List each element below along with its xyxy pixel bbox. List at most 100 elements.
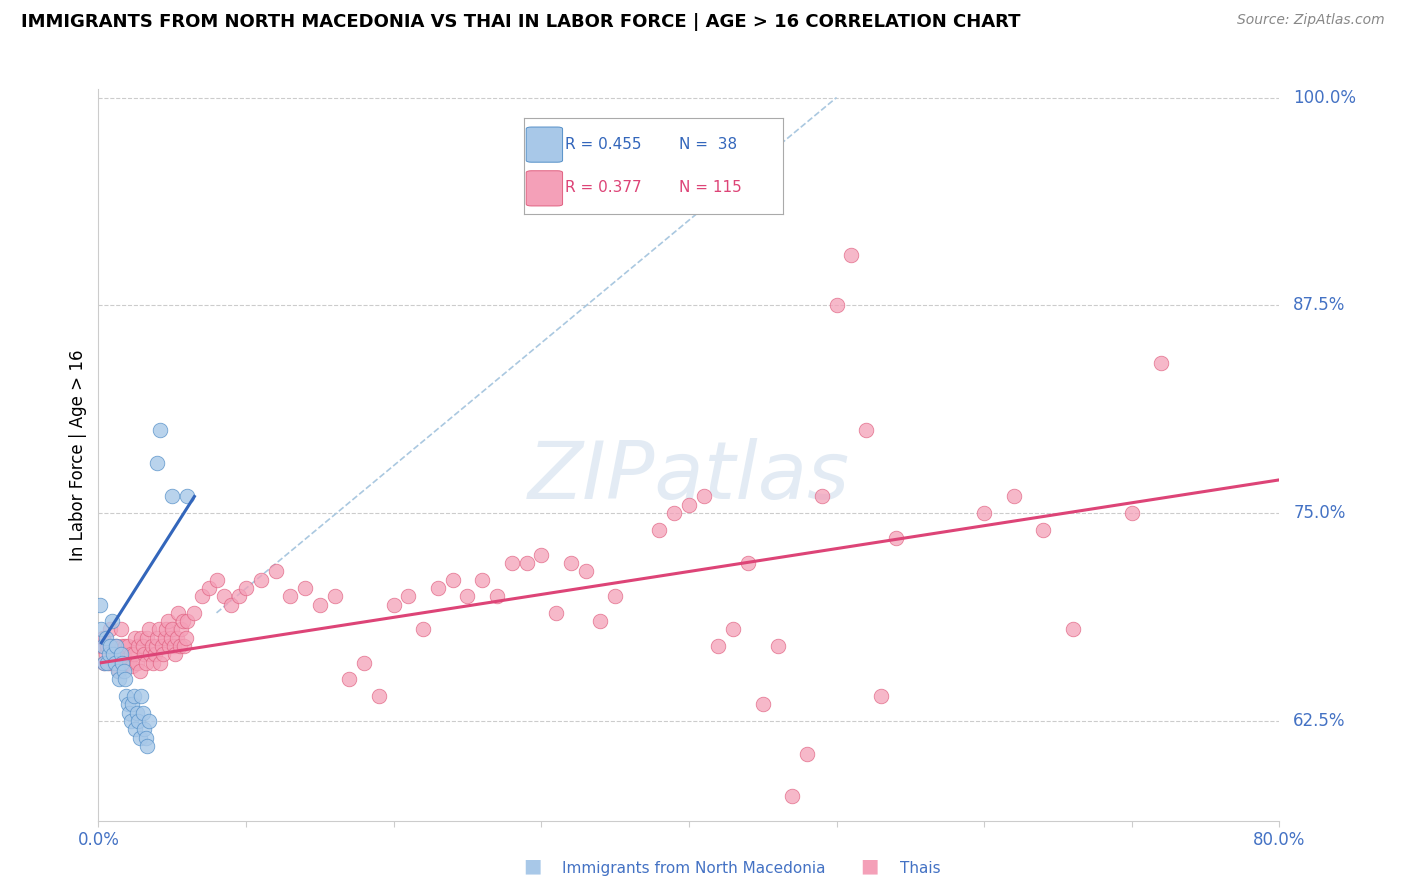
Point <box>810 490 832 504</box>
Point <box>104 656 127 670</box>
Point <box>544 606 567 620</box>
Point <box>104 648 127 662</box>
Point <box>172 614 194 628</box>
Point <box>1062 623 1084 637</box>
Point <box>134 648 156 662</box>
Point <box>103 656 125 670</box>
Point <box>112 664 135 678</box>
Point <box>139 648 162 662</box>
Point <box>162 623 183 637</box>
Point <box>869 689 891 703</box>
Point <box>166 631 188 645</box>
Point <box>114 673 136 687</box>
Point <box>382 598 405 612</box>
Point <box>89 598 111 612</box>
Point <box>97 656 120 670</box>
Point <box>121 698 143 712</box>
Point <box>141 639 163 653</box>
Point <box>648 523 671 537</box>
Point <box>152 648 174 662</box>
Point <box>412 623 434 637</box>
Y-axis label: In Labor Force | Age > 16: In Labor Force | Age > 16 <box>69 349 87 561</box>
Point <box>1121 506 1143 520</box>
Text: 62.5%: 62.5% <box>1294 712 1346 730</box>
Point <box>124 722 146 736</box>
Point <box>138 623 160 637</box>
Point <box>157 639 180 653</box>
Point <box>142 656 165 670</box>
Point <box>100 639 122 653</box>
Point <box>90 623 112 637</box>
Point <box>146 631 169 645</box>
Point <box>162 490 183 504</box>
Point <box>165 648 187 662</box>
Point <box>94 631 117 645</box>
Point <box>110 648 132 662</box>
Point <box>219 598 242 612</box>
Point <box>94 648 117 662</box>
Point <box>111 639 134 653</box>
Point <box>107 656 129 670</box>
Point <box>796 747 818 761</box>
Point <box>105 639 128 653</box>
Point <box>169 639 191 653</box>
Point <box>198 581 221 595</box>
Point <box>170 623 193 637</box>
Point <box>264 564 287 578</box>
Point <box>132 706 155 720</box>
Point <box>149 423 172 437</box>
Point <box>396 589 419 603</box>
Point <box>97 648 120 662</box>
Point <box>1150 356 1173 370</box>
Point <box>163 639 186 653</box>
Point <box>112 648 135 662</box>
Point <box>96 656 118 670</box>
Point <box>93 656 115 670</box>
Point <box>135 731 157 745</box>
Point <box>782 789 804 803</box>
Point <box>134 722 156 736</box>
Point <box>605 589 627 603</box>
Point <box>884 531 907 545</box>
Point <box>155 623 177 637</box>
Point <box>323 589 346 603</box>
Point <box>205 573 228 587</box>
Point <box>737 556 759 570</box>
Text: 100.0%: 100.0% <box>1294 88 1357 106</box>
Point <box>135 656 157 670</box>
Point <box>212 589 235 603</box>
Point <box>118 656 141 670</box>
Point <box>98 639 121 653</box>
Point <box>91 639 114 653</box>
Text: ZIPatlas: ZIPatlas <box>527 438 851 516</box>
Point <box>174 631 197 645</box>
Point <box>127 714 149 728</box>
Point <box>111 656 134 670</box>
Point <box>183 606 205 620</box>
Point <box>1032 523 1054 537</box>
Point <box>427 581 450 595</box>
Point <box>148 623 170 637</box>
Point <box>93 656 115 670</box>
Point <box>766 639 789 653</box>
Point <box>515 556 537 570</box>
Point <box>353 656 375 670</box>
Point <box>105 639 128 653</box>
Point <box>486 589 509 603</box>
Point <box>100 614 122 628</box>
Text: ■: ■ <box>523 857 541 876</box>
Point <box>707 639 730 653</box>
Point <box>855 423 877 437</box>
Point <box>191 589 214 603</box>
Point <box>110 623 132 637</box>
Point <box>117 639 139 653</box>
Point <box>118 706 141 720</box>
Point <box>98 623 121 637</box>
Point <box>115 689 138 703</box>
Point <box>91 631 114 645</box>
Point <box>530 548 553 562</box>
Point <box>129 689 152 703</box>
Point <box>108 664 131 678</box>
Point <box>124 631 146 645</box>
Text: Thais: Thais <box>900 861 941 876</box>
